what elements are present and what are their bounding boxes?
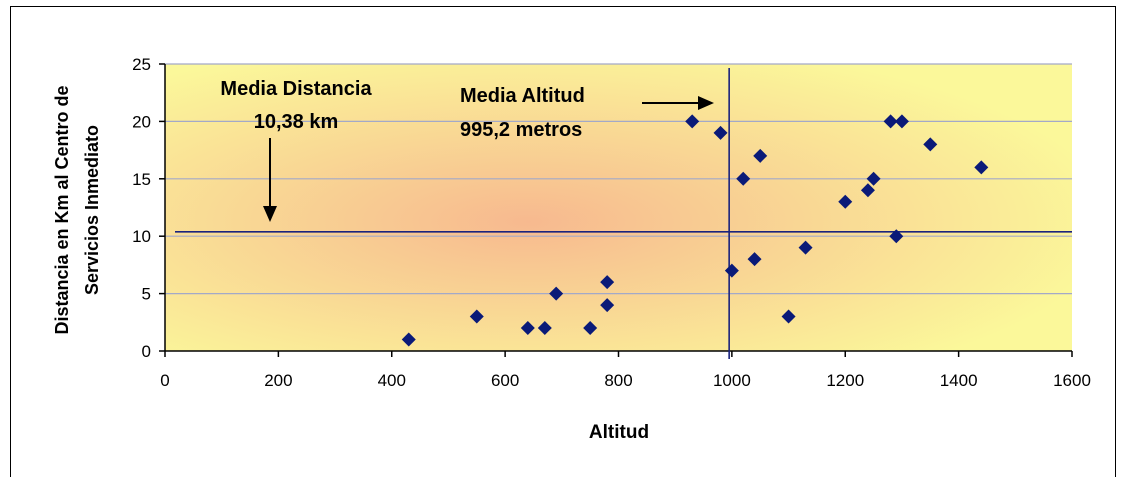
data-point: [781, 309, 796, 324]
x-axis-title: Altitud: [589, 422, 649, 443]
reference-lines: [175, 68, 1072, 359]
x-tick-label: 1600: [1053, 371, 1091, 390]
data-point: [736, 171, 751, 186]
data-point: [537, 321, 552, 336]
data-points: [401, 114, 989, 347]
x-tick-label: 200: [264, 371, 292, 390]
mean-distance-annotation-title: Media Distancia: [220, 78, 372, 100]
x-tick-label: 1200: [826, 371, 864, 390]
mean-distance-annotation-value: 10,38 km: [254, 111, 339, 133]
data-point: [401, 332, 416, 347]
y-tick-label: 15: [132, 170, 151, 189]
mean-altitude-annotation-title: Media Altitud: [460, 85, 585, 107]
data-point: [753, 148, 768, 163]
data-point: [600, 275, 615, 290]
mean-distance-arrow-icon: [263, 138, 277, 222]
data-point: [860, 183, 875, 198]
mean-altitude-annotation-value: 995,2 metros: [460, 119, 582, 141]
x-tick-label: 1400: [940, 371, 978, 390]
data-point: [469, 309, 484, 324]
data-point: [894, 114, 909, 129]
data-point: [724, 263, 739, 278]
axes: [159, 63, 1073, 357]
y-tick-label: 0: [142, 342, 151, 361]
data-point: [747, 252, 762, 267]
x-tick-label: 800: [604, 371, 632, 390]
data-point: [713, 125, 728, 140]
tick-labels: 0 200 400 600 800 1000 1200 1400 1600 0 5 10 15 20 25: [132, 55, 1091, 390]
data-point: [838, 194, 853, 209]
y-tick-label: 25: [132, 55, 151, 74]
x-tick-label: 0: [160, 371, 169, 390]
data-point: [520, 321, 535, 336]
data-point: [974, 160, 989, 175]
data-point: [883, 114, 898, 129]
data-point: [923, 137, 938, 152]
y-axis-title-line2: Servicios Inmediato: [82, 125, 102, 295]
y-tick-label: 10: [132, 227, 151, 246]
data-point: [549, 286, 564, 301]
data-point: [889, 229, 904, 244]
y-tick-label: 20: [132, 112, 151, 131]
data-point: [685, 114, 700, 129]
data-point: [583, 321, 598, 336]
x-tick-label: 1000: [713, 371, 751, 390]
grid-lines: [165, 63, 1072, 295]
data-point: [600, 298, 615, 313]
y-axis-title-line1: Distancia en Km al Centro de: [52, 85, 72, 334]
y-tick-label: 5: [142, 285, 151, 304]
x-tick-label: 600: [491, 371, 519, 390]
x-tick-label: 400: [378, 371, 406, 390]
data-point: [866, 171, 881, 186]
data-point: [798, 240, 813, 255]
plot-area: [165, 64, 1072, 351]
mean-altitude-arrow-icon: [642, 96, 714, 110]
